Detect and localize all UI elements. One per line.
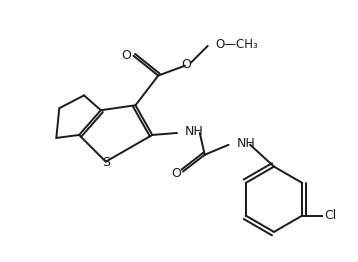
Text: O: O: [171, 167, 181, 180]
Text: NH: NH: [185, 125, 204, 139]
Text: S: S: [102, 156, 110, 169]
Text: Cl: Cl: [324, 209, 336, 222]
Text: O: O: [181, 58, 191, 71]
Text: O: O: [122, 49, 131, 62]
Text: NH: NH: [236, 137, 255, 150]
Text: O—CH₃: O—CH₃: [216, 39, 258, 51]
